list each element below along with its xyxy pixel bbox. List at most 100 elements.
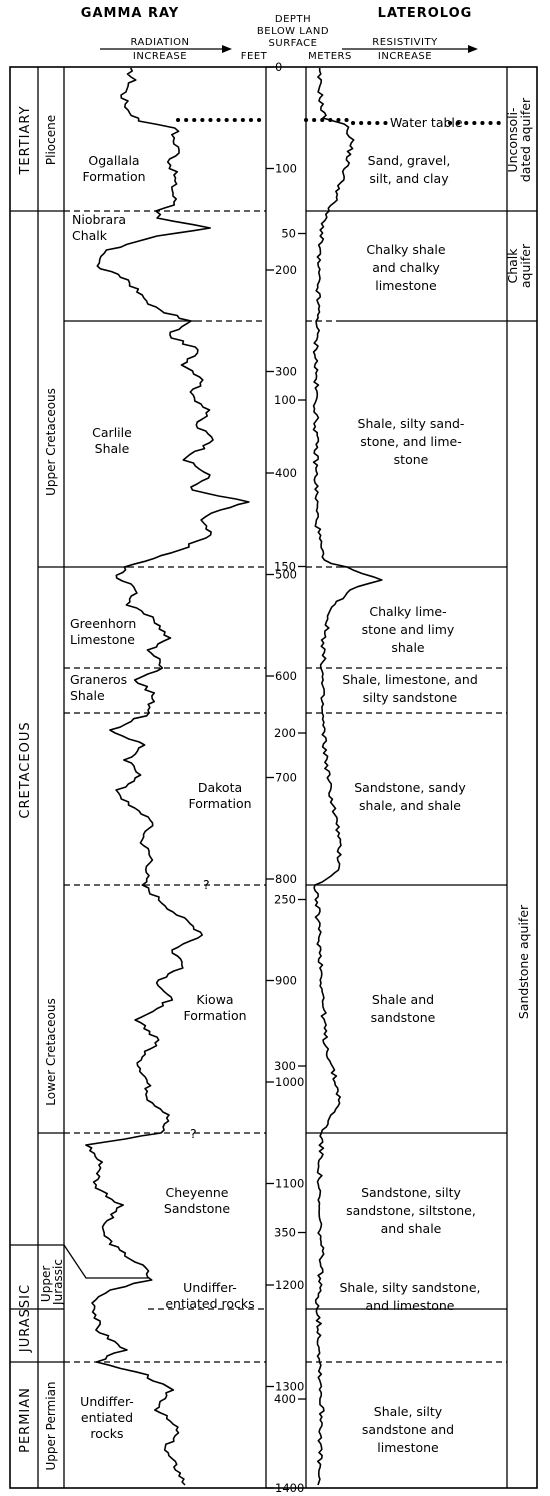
meter-tick-label: 100 (274, 393, 296, 407)
feet-tick-label: 800 (275, 872, 297, 886)
formation-label: Cheyenne Sandstone (164, 1185, 230, 1216)
aquifer-label-line: Sandstone aquifer (516, 904, 531, 1019)
surface-label: SURFACE (269, 38, 318, 49)
formation-label: Dakota Formation (188, 780, 251, 811)
feet-tick-label: 700 (275, 771, 297, 785)
gamma-ray-title: GAMMA RAY (81, 6, 179, 21)
lithology-label: Shale, silty sand-stone, and lime-stone (358, 416, 465, 467)
meter-tick-label: 300 (274, 1059, 296, 1073)
system-jurassic: JURASSIC (18, 1284, 33, 1353)
lithology-label-line: shale, and shale (359, 798, 461, 813)
lithology-label: Shale, limestone, and silty sandstone (342, 672, 478, 705)
meters-label: METERS (308, 51, 352, 62)
formation-label-line: Kiowa (196, 992, 233, 1007)
lithology-label-line: stone, and lime- (360, 434, 461, 449)
feet-tick-label: 200 (275, 263, 297, 277)
formation-label: Kiowa Formation (183, 992, 246, 1023)
feet-tick-label: 1200 (275, 1278, 304, 1292)
resistivity-arrowhead (468, 45, 478, 53)
formation-label-line: Niobrara (72, 212, 126, 227)
system-tertiary: TERTIARY (18, 105, 33, 175)
question-mark: ? (190, 1126, 197, 1141)
lithology-label-line: Sand, gravel, (368, 153, 451, 168)
meter-tick-label: 200 (274, 726, 296, 740)
series-upper-jurassic-line: Upper (39, 1266, 53, 1302)
lithology-label-line: Chalky shale (366, 242, 446, 257)
feet-tick-label: 500 (275, 568, 297, 582)
lithology-label-line: Shale, limestone, and (342, 672, 478, 687)
lithology-label-line: silt, and clay (369, 171, 449, 186)
formation-label-line: Formation (188, 796, 251, 811)
lithology-label: Shale, silty sandstone, and limestone (339, 1280, 480, 1313)
formation-label: Graneros Shale (70, 672, 127, 703)
system-cretaceous: CRETACEOUS (18, 721, 33, 818)
system-permian: PERMIAN (18, 1387, 33, 1453)
lithology-label-line: sandstone and (362, 1422, 454, 1437)
formation-label: Ogallala Formation (82, 153, 145, 184)
formation-label-line: Limestone (70, 632, 135, 647)
formation-label: Undiffer-entiated rocks (165, 1280, 254, 1311)
lithology-label-line: stone (394, 452, 429, 467)
series-upper-jurassic-line: Jurassic (51, 1259, 65, 1306)
question-mark: ? (203, 877, 210, 892)
feet-tick-label: 0 (275, 60, 282, 74)
depth-label: DEPTH (275, 14, 311, 25)
meter-tick-label: 250 (274, 893, 296, 907)
formation-label-line: Formation (183, 1008, 246, 1023)
formation-label-line: Shale (70, 688, 105, 703)
feet-tick-label: 1000 (275, 1075, 304, 1089)
series-upper-permian: Upper Permian (44, 1381, 58, 1470)
formation-label-line: entiated rocks (165, 1296, 254, 1311)
lithology-label-line: sandstone (371, 1010, 436, 1025)
lithology-label: Chalky shale and chalky limestone (366, 242, 446, 293)
aquifer-label: Chalkaquifer (505, 243, 533, 288)
formation-label-line: rocks (90, 1426, 123, 1441)
lithology-label: Sandstone, silty sandstone, siltstone, and… (346, 1185, 476, 1236)
aquifer-label-line: Unconsoli- (505, 107, 520, 172)
formation-label-line: Undiffer- (183, 1280, 237, 1295)
formation-and-lithology-labels: Ogallala Formation Niobrara Chalk Carlile Sha… (70, 97, 533, 1455)
lithology-label-line: Shale and (372, 992, 434, 1007)
water-table-label: Water table (390, 115, 463, 130)
lithology-label: Chalky lime-stone and limy shale (362, 604, 455, 655)
laterolog-curve (312, 68, 383, 1486)
lithology-label-line: stone and limy (362, 622, 455, 637)
formation-label: Carlile Shale (92, 425, 132, 456)
aquifer-label: Sandstone aquifer (516, 904, 531, 1019)
lithology-label-line: Chalky lime- (369, 604, 446, 619)
feet-tick-label: 100 (275, 162, 297, 176)
feet-tick-label: 1100 (275, 1177, 304, 1191)
aquifer-label: Unconsoli-dated aquifer (505, 97, 533, 182)
series-labels: Pliocene Upper Cretaceous Lower Cretaceo… (39, 115, 65, 1471)
jurassic-wedge-line (63, 1244, 148, 1279)
series-upper-jurassic: Upper Jurassic (39, 1259, 65, 1306)
system-labels: TERTIARY CRETACEOUS JURASSIC PERMIAN (18, 105, 33, 1452)
laterolog-title: LATEROLOG (378, 6, 473, 21)
formation-label-line: entiated (81, 1410, 133, 1425)
lithology-label-line: Shale, silty sand- (358, 416, 465, 431)
feet-tick-label: 1300 (275, 1380, 304, 1394)
lithology-label-line: Shale, silty (374, 1404, 443, 1419)
lithology-label-line: limestone (375, 278, 437, 293)
lithology-label-line: and limestone (366, 1298, 455, 1313)
formation-label: Niobrara Chalk (72, 212, 126, 243)
resistivity-increase-label: INCREASE (378, 51, 432, 62)
depth-scale: 0 100 200 300 400 500 600 700 800 900 1000 1100 1200… (266, 60, 306, 1495)
formation-label-line: Cheyenne (166, 1185, 229, 1200)
meter-tick-label: 350 (274, 1226, 296, 1240)
lithology-label: Shale, silty sandstone and limestone (362, 1404, 454, 1455)
lithology-label-line: limestone (377, 1440, 439, 1455)
gamma-ray-curve (85, 67, 250, 1486)
meter-tick-label: 50 (281, 227, 296, 241)
below-land-label: BELOW LAND (257, 26, 329, 37)
meter-tick-label: 150 (274, 560, 296, 574)
feet-tick-label: 1400 (275, 1481, 304, 1495)
feet-tick-label: 600 (275, 669, 297, 683)
feet-tick-label: 400 (275, 466, 297, 480)
formation-label-line: Undiffer- (80, 1394, 134, 1409)
lithology-label-line: silty sandstone (363, 690, 458, 705)
radiation-arrowhead (222, 45, 232, 53)
formation-label: Greenhorn Limestone (70, 616, 136, 647)
formation-label-line: Greenhorn (70, 616, 136, 631)
